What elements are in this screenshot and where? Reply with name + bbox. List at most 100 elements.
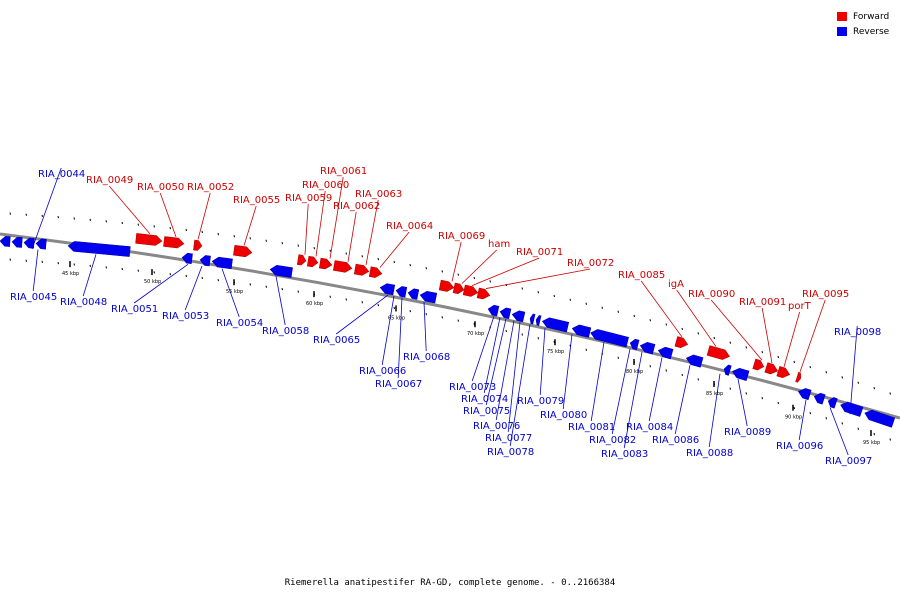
reverse-gene-arrow[interactable] bbox=[379, 283, 396, 296]
reverse-gene-arrow[interactable] bbox=[629, 338, 640, 351]
forward-gene-arrow[interactable] bbox=[233, 244, 253, 258]
reverse-gene-arrow[interactable] bbox=[199, 255, 211, 267]
gene-label-ria_0090[interactable]: RIA_0090 bbox=[688, 289, 735, 300]
forward-gene-arrow[interactable] bbox=[674, 336, 689, 350]
gene-label-ria_0091[interactable]: RIA_0091 bbox=[739, 297, 786, 308]
reverse-gene-arrow[interactable] bbox=[541, 316, 570, 333]
reverse-gene-arrow[interactable] bbox=[487, 304, 500, 317]
reverse-gene-arrow[interactable] bbox=[839, 400, 864, 417]
reverse-gene-arrow[interactable] bbox=[395, 286, 408, 298]
reverse-gene-arrow[interactable] bbox=[499, 307, 512, 319]
forward-gene-arrow[interactable] bbox=[795, 371, 803, 383]
reverse-gene-arrow[interactable] bbox=[0, 236, 11, 247]
gene-label-port[interactable]: porT bbox=[788, 301, 812, 312]
reverse-gene-arrow[interactable] bbox=[419, 290, 438, 304]
gene-label-ria_0062[interactable]: RIA_0062 bbox=[333, 201, 380, 212]
gene-label-ria_0053[interactable]: RIA_0053 bbox=[162, 311, 209, 322]
forward-gene-arrow[interactable] bbox=[776, 366, 791, 379]
gene-label-ria_0075[interactable]: RIA_0075 bbox=[463, 406, 510, 417]
gene-label-ria_0055[interactable]: RIA_0055 bbox=[233, 195, 280, 206]
forward-gene-arrow[interactable] bbox=[353, 263, 370, 276]
gene-label-ria_0098[interactable]: RIA_0098 bbox=[834, 327, 881, 338]
gene-label-ria_0072[interactable]: RIA_0072 bbox=[567, 258, 614, 269]
reverse-gene-arrow[interactable] bbox=[723, 364, 732, 376]
gene-label-ria_0084[interactable]: RIA_0084 bbox=[626, 422, 673, 433]
reverse-gene-arrow[interactable] bbox=[11, 236, 23, 248]
gene-label-iga[interactable]: igA bbox=[668, 279, 684, 290]
gene-label-ria_0060[interactable]: RIA_0060 bbox=[302, 180, 349, 191]
forward-gene-arrow[interactable] bbox=[318, 257, 333, 270]
forward-gene-arrow[interactable] bbox=[706, 345, 731, 362]
forward-gene-arrow[interactable] bbox=[476, 287, 491, 300]
gene-label-ham[interactable]: ham bbox=[488, 239, 510, 250]
reverse-gene-arrow[interactable] bbox=[535, 315, 542, 326]
gene-label-ria_0044[interactable]: RIA_0044 bbox=[38, 169, 85, 180]
forward-gene-arrow[interactable] bbox=[135, 233, 163, 246]
gene-label-ria_0080[interactable]: RIA_0080 bbox=[540, 410, 587, 421]
gene-label-ria_0061[interactable]: RIA_0061 bbox=[320, 166, 367, 177]
forward-gene-arrow[interactable] bbox=[306, 255, 319, 268]
reverse-gene-arrow[interactable] bbox=[181, 252, 193, 265]
gene-label-ria_0045[interactable]: RIA_0045 bbox=[10, 292, 57, 303]
reverse-gene-arrow[interactable] bbox=[685, 353, 704, 368]
gene-label-ria_0097[interactable]: RIA_0097 bbox=[825, 456, 872, 467]
reverse-gene-arrow[interactable] bbox=[589, 328, 629, 348]
reverse-gene-arrow[interactable] bbox=[511, 309, 526, 323]
reverse-gene-arrow[interactable] bbox=[407, 288, 420, 300]
gene-label-ria_0088[interactable]: RIA_0088 bbox=[686, 448, 733, 459]
reverse-gene-arrow[interactable] bbox=[863, 408, 896, 428]
gene-label-ria_0069[interactable]: RIA_0069 bbox=[438, 231, 485, 242]
gene-label-ria_0059[interactable]: RIA_0059 bbox=[285, 193, 332, 204]
gene-label-ria_0063[interactable]: RIA_0063 bbox=[355, 189, 402, 200]
gene-label-ria_0068[interactable]: RIA_0068 bbox=[403, 352, 450, 363]
forward-gene-arrow[interactable] bbox=[438, 279, 455, 293]
reverse-gene-arrow[interactable] bbox=[797, 387, 812, 401]
gene-label-ria_0076[interactable]: RIA_0076 bbox=[473, 421, 520, 432]
forward-gene-arrow[interactable] bbox=[193, 239, 203, 251]
reverse-gene-arrow[interactable] bbox=[639, 341, 656, 355]
reverse-gene-arrow[interactable] bbox=[35, 238, 47, 250]
reverse-gene-arrow[interactable] bbox=[529, 313, 536, 325]
reverse-gene-arrow[interactable] bbox=[67, 241, 131, 257]
reverse-gene-arrow[interactable] bbox=[269, 264, 293, 278]
gene-label-ria_0073[interactable]: RIA_0073 bbox=[449, 382, 496, 393]
reverse-gene-arrow[interactable] bbox=[827, 396, 838, 409]
forward-gene-arrow[interactable] bbox=[296, 254, 307, 266]
gene-label-ria_0058[interactable]: RIA_0058 bbox=[262, 326, 309, 337]
gene-label-ria_0066[interactable]: RIA_0066 bbox=[359, 366, 406, 377]
gene-label-ria_0083[interactable]: RIA_0083 bbox=[601, 449, 648, 460]
gene-label-ria_0052[interactable]: RIA_0052 bbox=[187, 182, 234, 193]
forward-gene-arrow[interactable] bbox=[163, 236, 185, 249]
forward-gene-arrow[interactable] bbox=[462, 284, 479, 298]
gene-label-ria_0078[interactable]: RIA_0078 bbox=[487, 447, 534, 458]
gene-label-ria_0048[interactable]: RIA_0048 bbox=[60, 297, 107, 308]
gene-label-ria_0085[interactable]: RIA_0085 bbox=[618, 270, 665, 281]
gene-label-ria_0086[interactable]: RIA_0086 bbox=[652, 435, 699, 446]
gene-label-ria_0049[interactable]: RIA_0049 bbox=[86, 175, 133, 186]
reverse-gene-arrow[interactable] bbox=[571, 323, 592, 338]
gene-label-ria_0064[interactable]: RIA_0064 bbox=[386, 221, 433, 232]
gene-label-ria_0079[interactable]: RIA_0079 bbox=[517, 396, 564, 407]
gene-label-ria_0089[interactable]: RIA_0089 bbox=[724, 427, 771, 438]
gene-label-ria_0095[interactable]: RIA_0095 bbox=[802, 289, 849, 300]
gene-label-ria_0082[interactable]: RIA_0082 bbox=[589, 435, 636, 446]
forward-gene-arrow[interactable] bbox=[764, 362, 779, 376]
forward-gene-arrow[interactable] bbox=[368, 266, 383, 279]
gene-label-ria_0054[interactable]: RIA_0054 bbox=[216, 318, 263, 329]
forward-gene-arrow[interactable] bbox=[452, 282, 465, 295]
forward-gene-arrow[interactable] bbox=[332, 260, 353, 273]
gene-label-ria_0071[interactable]: RIA_0071 bbox=[516, 247, 563, 258]
gene-label-ria_0096[interactable]: RIA_0096 bbox=[776, 441, 823, 452]
gene-label-ria_0067[interactable]: RIA_0067 bbox=[375, 379, 422, 390]
gene-label-ria_0074[interactable]: RIA_0074 bbox=[461, 394, 508, 405]
gene-label-ria_0050[interactable]: RIA_0050 bbox=[137, 182, 184, 193]
gene-label-ria_0051[interactable]: RIA_0051 bbox=[111, 304, 158, 315]
gene-label-ria_0081[interactable]: RIA_0081 bbox=[568, 422, 615, 433]
gene-label-ria_0077[interactable]: RIA_0077 bbox=[485, 433, 532, 444]
reverse-gene-arrow[interactable] bbox=[657, 346, 674, 360]
gene-label-ria_0065[interactable]: RIA_0065 bbox=[313, 335, 360, 346]
reverse-gene-arrow[interactable] bbox=[211, 256, 233, 270]
reverse-gene-arrow[interactable] bbox=[731, 367, 750, 381]
reverse-gene-arrow[interactable] bbox=[813, 392, 826, 405]
forward-gene-arrow[interactable] bbox=[752, 358, 765, 371]
